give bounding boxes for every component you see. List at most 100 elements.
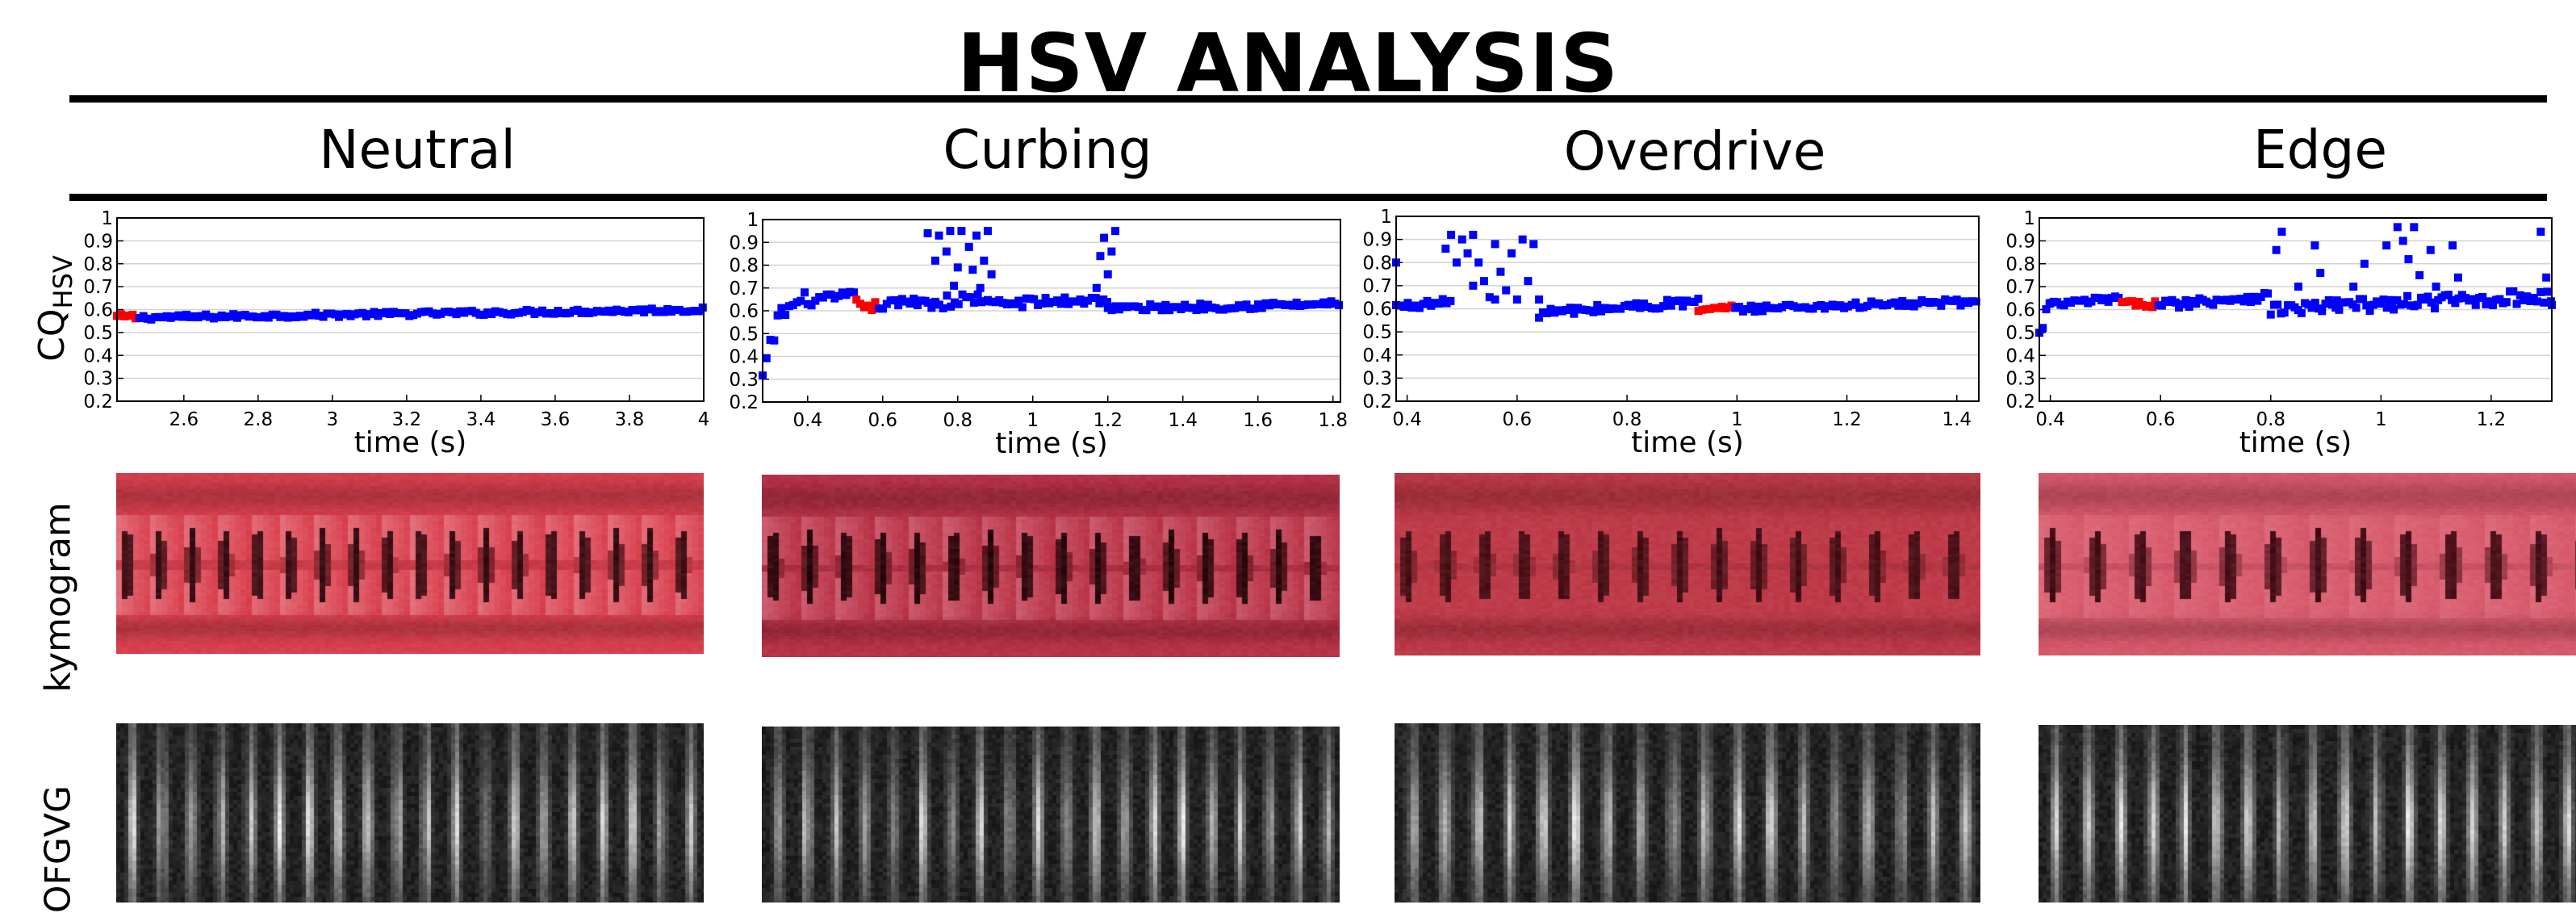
data-point (930, 256, 939, 265)
kymogram-curbing (762, 475, 1340, 657)
data-point (1441, 245, 1450, 253)
y-tick-label: 0.7 (1362, 276, 1392, 297)
data-point (1037, 299, 1046, 308)
data-point (935, 231, 943, 240)
data-point (1102, 298, 1111, 307)
data-point (987, 270, 996, 279)
y-tick-label: 0.9 (83, 231, 113, 252)
data-point (2471, 300, 2480, 309)
data-point (1679, 302, 1687, 311)
data-point (1972, 297, 1980, 306)
data-point (1485, 293, 1494, 302)
plot-frame (1395, 216, 1980, 402)
data-point (2114, 294, 2123, 303)
data-point (923, 298, 932, 307)
data-point (2509, 287, 2518, 295)
data-point (943, 291, 951, 300)
data-point (2316, 269, 2325, 278)
data-point (923, 228, 932, 237)
x-tick-label: 3 (327, 409, 339, 430)
data-point (2523, 292, 2532, 301)
data-point (1894, 301, 1903, 310)
data-point (1589, 308, 1598, 316)
title-rule (69, 95, 2547, 103)
cq-chart-edge: 0.20.30.40.50.60.70.80.910.4 0.6 0.8 1 1.2ti… (2005, 208, 2556, 459)
data-point (1434, 299, 1443, 308)
data-point (973, 290, 982, 299)
data-point (1335, 301, 1344, 310)
data-point (2335, 305, 2344, 314)
column-title-curbing: Curbing (943, 119, 1152, 181)
data-point (2432, 283, 2440, 291)
data-point (2542, 273, 2551, 282)
data-point (972, 231, 981, 240)
data-point (968, 266, 977, 274)
plot-frame (116, 217, 705, 402)
data-point (781, 311, 790, 320)
data-point (983, 227, 992, 236)
data-point (2307, 304, 2316, 312)
column-title-overdrive: Overdrive (1563, 120, 1826, 182)
x-tick-label: 3.4 (466, 409, 496, 430)
x-tick-label: 0.6 (1503, 409, 1533, 430)
data-point (1469, 281, 1478, 290)
data-point (2277, 228, 2286, 237)
data-point (1447, 230, 1456, 239)
data-point (1512, 295, 1521, 304)
highlight-point (2148, 303, 2157, 312)
data-point (1142, 306, 1151, 315)
data-point (964, 242, 973, 251)
data-point (1746, 301, 1755, 310)
data-point (2359, 295, 2368, 304)
data-point (1632, 299, 1641, 308)
data-point (1018, 303, 1027, 312)
data-point (698, 303, 707, 312)
data-point (2387, 300, 2396, 309)
x-axis-label: time (s) (2239, 426, 2352, 459)
data-point (2495, 295, 2504, 304)
data-point (1030, 295, 1039, 304)
data-point (939, 304, 947, 312)
data-point (953, 263, 962, 272)
data-point (1474, 258, 1483, 267)
data-point (1662, 295, 1671, 304)
data-point (1758, 307, 1767, 316)
data-point (2349, 283, 2358, 291)
data-point (2352, 304, 2361, 312)
x-tick-label: 1.6 (1243, 410, 1273, 431)
data-point (1257, 304, 1266, 312)
x-tick-label: 1 (1027, 410, 1039, 431)
data-point (2376, 299, 2385, 308)
data-point (2448, 241, 2457, 250)
data-point (1636, 304, 1645, 312)
ofgvg-overdrive (1395, 723, 1980, 903)
data-point (947, 302, 956, 311)
data-point (905, 299, 914, 308)
data-point (2478, 293, 2487, 302)
data-point (1535, 295, 1544, 304)
data-point (976, 283, 985, 292)
data-point (2332, 296, 2341, 305)
data-point (1250, 304, 1259, 313)
y-tick-label: 1 (2023, 208, 2035, 229)
cq-chart-neutral: 0.20.3 0.40.50.60.70.80.91 2.6 2.8 3 3.2 3.4 3.… (83, 208, 709, 459)
data-point (2362, 301, 2371, 310)
data-point (2444, 291, 2453, 299)
y-tick-label: 0.6 (729, 301, 759, 322)
data-point (2365, 306, 2374, 315)
data-point (2404, 255, 2413, 264)
data-point (980, 256, 989, 265)
x-tick-label: 1.2 (2477, 409, 2507, 430)
data-point (1518, 235, 1527, 244)
data-point (1014, 296, 1023, 305)
y-tick-label: 0.5 (729, 324, 759, 345)
data-point (913, 301, 922, 310)
data-point (1161, 300, 1170, 309)
data-point (2423, 292, 2432, 301)
data-point (2171, 298, 2180, 307)
data-point (2536, 228, 2545, 237)
y-tick-label: 0.8 (83, 254, 113, 275)
data-point (1200, 305, 1209, 314)
data-point (966, 293, 975, 302)
data-point (2386, 295, 2394, 304)
